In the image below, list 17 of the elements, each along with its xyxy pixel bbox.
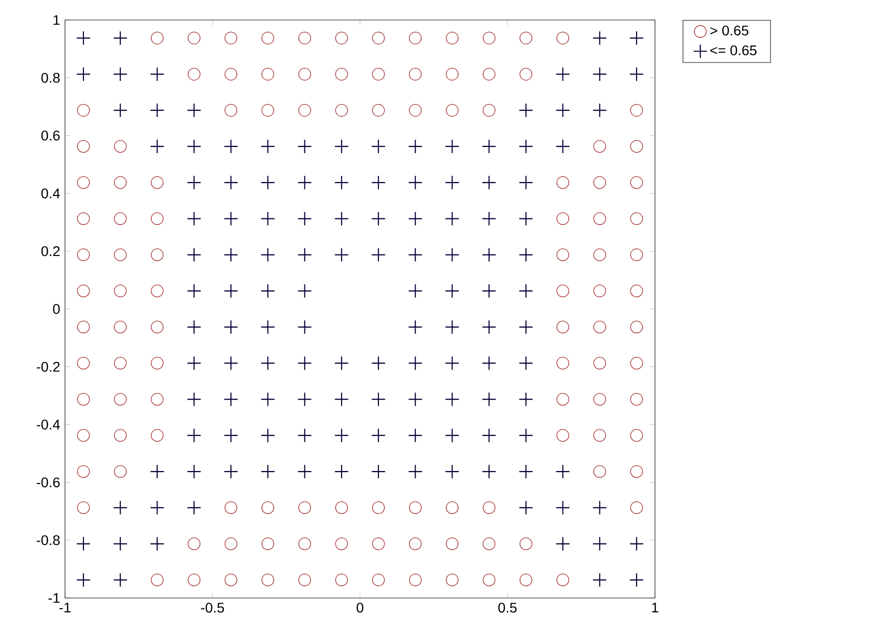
y-tick-label: 0 <box>53 304 60 314</box>
x-tick-label: -0.5 <box>201 602 224 613</box>
y-tick-label: -0.6 <box>36 477 60 488</box>
x-tick-label: 0.5 <box>498 602 517 613</box>
y-tick-label: -0.8 <box>36 535 60 546</box>
x-tick-label: 1 <box>652 602 658 612</box>
y-tick-label: 0.6 <box>41 130 60 141</box>
x-tick-label: 0 <box>356 602 364 613</box>
legend-label: > 0.65 <box>710 26 748 36</box>
y-tick-label: 0.4 <box>41 188 60 198</box>
legend-label: <= 0.65 <box>710 45 757 56</box>
y-tick-label: 0.8 <box>41 72 60 83</box>
y-tick-label: 0.2 <box>41 246 60 256</box>
y-tick-label: -1 <box>48 593 60 603</box>
y-tick-label: -0.4 <box>36 420 60 430</box>
y-tick-label: 1 <box>54 15 60 25</box>
y-tick-label: -0.2 <box>36 362 60 372</box>
